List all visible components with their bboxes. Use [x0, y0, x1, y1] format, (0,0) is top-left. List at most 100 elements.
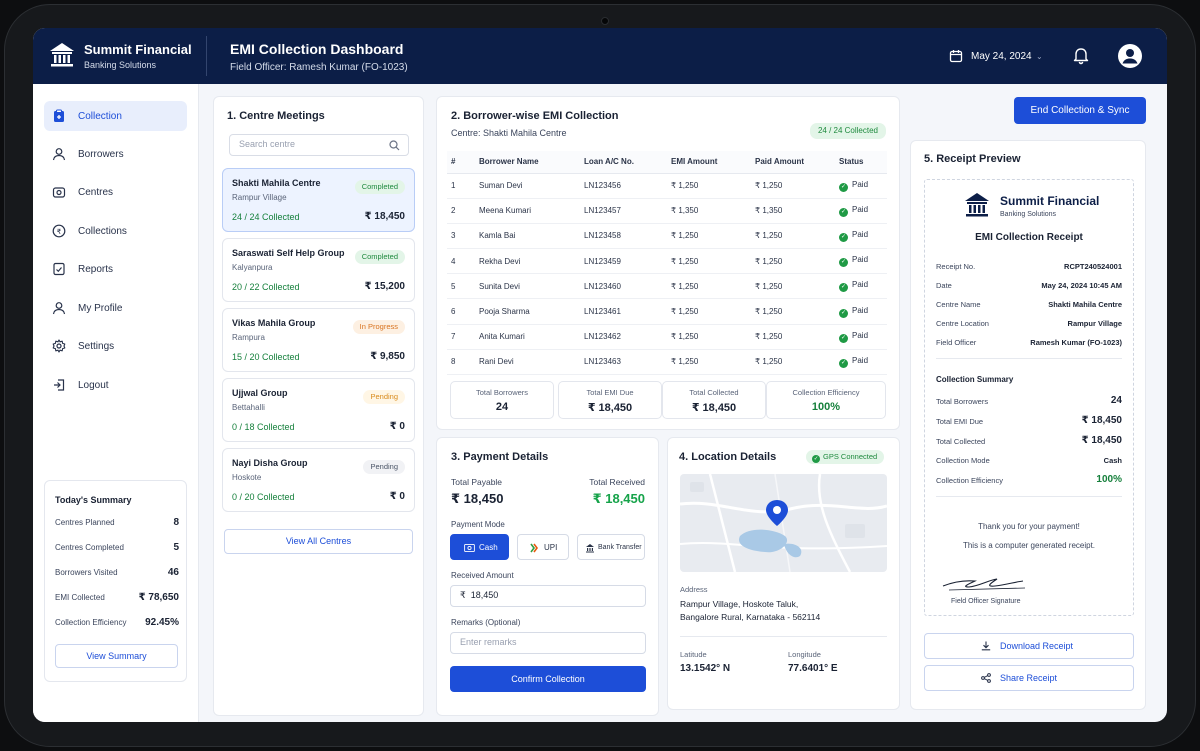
- sidebar-item-logout[interactable]: Logout: [44, 370, 187, 400]
- summary-label: Centres Completed: [55, 543, 124, 552]
- receipt-value: Rampur Village: [1067, 319, 1122, 328]
- check-circle-icon: ✓: [839, 283, 848, 293]
- loan-account: LN123462: [584, 324, 671, 350]
- receipt-value: ₹ 18,450: [1081, 435, 1122, 446]
- gps-status-text: GPS Connected: [823, 452, 878, 461]
- divider: [936, 358, 1122, 359]
- borrower-name: Rekha Devi: [479, 248, 584, 275]
- share-receipt-button[interactable]: Share Receipt: [924, 665, 1134, 691]
- share-receipt-label: Share Receipt: [1000, 673, 1058, 683]
- download-receipt-button[interactable]: Download Receipt: [924, 633, 1134, 659]
- view-all-centres-button[interactable]: View All Centres: [224, 529, 413, 554]
- date-picker[interactable]: May 24, 2024: [971, 51, 1032, 62]
- summary-row: Centres Completed 5: [55, 542, 179, 553]
- status-paid: ✓ Paid: [839, 223, 887, 250]
- receipt-value: Ramesh Kumar (FO-1023): [1030, 338, 1122, 347]
- status-text: Paid: [852, 204, 869, 214]
- receipt-row: Field Officer Ramesh Kumar (FO-1023): [936, 338, 1122, 347]
- top-header: Summit Financial Banking Solutions EMI C…: [33, 28, 1167, 84]
- receipt-label: Centre Location: [936, 319, 989, 328]
- bank-icon: [50, 43, 74, 67]
- stat-label: Total Collected: [689, 388, 739, 397]
- row-number: 6: [447, 298, 479, 325]
- loan-account: LN123457: [584, 198, 671, 224]
- search-input[interactable]: [239, 139, 384, 149]
- sidebar-item-collection[interactable]: Collection: [44, 101, 187, 131]
- bell-icon[interactable]: [1071, 45, 1091, 65]
- status-text: Paid: [852, 255, 869, 265]
- summary-value: 5: [173, 542, 179, 553]
- centre-card[interactable]: Nayi Disha Group Hoskote 0 / 20 Collecte…: [222, 448, 415, 512]
- centre-card[interactable]: Ujjwal Group Bettahalli 0 / 18 Collected…: [222, 378, 415, 442]
- received-amount-input[interactable]: [460, 590, 635, 600]
- receipt-value: May 24, 2024 10:45 AM: [1041, 281, 1122, 290]
- search-icon[interactable]: [389, 140, 400, 151]
- table-row[interactable]: 4 Rekha Devi LN123459 ₹ 1,250 ₹ 1,250 ✓ Paid: [447, 248, 887, 275]
- status-paid: ✓ Paid: [839, 324, 887, 350]
- payment-mode-label: Bank Transfer: [598, 543, 642, 551]
- table-row[interactable]: 2 Meena Kumari LN123457 ₹ 1,350 ₹ 1,350 ✓ Paid: [447, 198, 887, 224]
- paid-amount: ₹ 1,250: [755, 173, 839, 199]
- emi-amount: ₹ 1,350: [671, 198, 755, 224]
- gps-status-badge: ✓ GPS Connected: [806, 450, 885, 464]
- centre-name: Vikas Mahila Group: [232, 318, 316, 328]
- view-summary-button[interactable]: View Summary: [55, 644, 178, 668]
- receipt-summary-row: Collection Mode Cash: [936, 456, 1122, 465]
- sidebar: Collection Borrowers Centres ₹ Collectio…: [33, 84, 199, 722]
- sidebar-item-reports[interactable]: Reports: [44, 254, 187, 284]
- user-avatar-icon[interactable]: [1117, 43, 1143, 69]
- centre-card[interactable]: Vikas Mahila Group Rampura 15 / 20 Colle…: [222, 308, 415, 372]
- page-title: EMI Collection Dashboard: [230, 41, 404, 57]
- receipt-row: Centre Location Rampur Village: [936, 319, 1122, 328]
- address-label: Address: [680, 585, 708, 594]
- remarks-label: Remarks (Optional): [451, 618, 521, 627]
- summary-row: EMI Collected ₹ 78,650: [55, 592, 179, 603]
- table-row[interactable]: 5 Sunita Devi LN123460 ₹ 1,250 ₹ 1,250 ✓ Paid: [447, 273, 887, 300]
- table-row[interactable]: 3 Kamla Bai LN123458 ₹ 1,250 ₹ 1,250 ✓ Paid: [447, 223, 887, 250]
- table-row[interactable]: 7 Anita Kumari LN123462 ₹ 1,250 ₹ 1,250 ✓ Paid: [447, 324, 887, 350]
- centre-location: Rampura: [232, 333, 265, 342]
- sidebar-item-collections[interactable]: ₹ Collections: [44, 216, 187, 246]
- borrower-name: Anita Kumari: [479, 324, 584, 350]
- summary-label: EMI Collected: [55, 593, 105, 602]
- payment-mode-cash[interactable]: Cash: [450, 534, 509, 560]
- received-amount-label: Received Amount: [451, 571, 514, 580]
- location-map[interactable]: [680, 474, 887, 572]
- centre-card[interactable]: Saraswati Self Help Group Kalyanpura 20 …: [222, 238, 415, 302]
- stat-label: Total EMI Due: [586, 388, 634, 397]
- receipt-preview-title: 5. Receipt Preview: [924, 153, 1021, 165]
- signature-image: [942, 578, 1026, 591]
- computer-generated-text: This is a computer generated receipt.: [962, 541, 1096, 550]
- table-row[interactable]: 1 Suman Devi LN123456 ₹ 1,250 ₹ 1,250 ✓ Paid: [447, 173, 887, 199]
- sidebar-item-borrowers[interactable]: Borrowers: [44, 139, 187, 169]
- borrower-name: Suman Devi: [479, 173, 584, 199]
- remarks-input[interactable]: [460, 637, 635, 647]
- sidebar-item-centres[interactable]: Centres: [44, 177, 187, 207]
- row-number: 4: [447, 248, 479, 275]
- sidebar-item-settings[interactable]: Settings: [44, 331, 187, 361]
- borrower-emi-title: 2. Borrower-wise EMI Collection: [451, 110, 619, 122]
- chevron-down-icon[interactable]: ⌄: [1036, 52, 1043, 61]
- centre-card[interactable]: Shakti Mahila Centre Rampur Village 24 /…: [222, 168, 415, 232]
- sidebar-item-my-profile[interactable]: My Profile: [44, 293, 187, 323]
- receipt-row: Centre Name Shakti Mahila Centre: [936, 300, 1122, 309]
- confirm-collection-button[interactable]: Confirm Collection: [450, 666, 646, 692]
- table-row[interactable]: 8 Rani Devi LN123463 ₹ 1,250 ₹ 1,250 ✓ Paid: [447, 349, 887, 376]
- payment-mode-bank-transfer[interactable]: Bank Transfer: [577, 534, 645, 560]
- thank-you-text: Thank you for your payment!: [978, 522, 1080, 531]
- search-box: [229, 134, 409, 156]
- receipt-document: Summit Financial Banking Solutions EMI C…: [924, 179, 1134, 616]
- calendar-icon[interactable]: [949, 49, 963, 63]
- table-row[interactable]: 6 Pooja Sharma LN123461 ₹ 1,250 ₹ 1,250 ✓ Paid: [447, 298, 887, 325]
- selected-centre-label: Centre: Shakti Mahila Centre: [451, 128, 567, 138]
- status-text: Paid: [852, 179, 869, 189]
- emi-table: # Borrower Name Loan A/C No. EMI Amount …: [447, 151, 887, 376]
- sidebar-item-label: Centres: [78, 187, 114, 198]
- stat-total-emi-due: Total EMI Due ₹ 18,450: [558, 381, 662, 419]
- summary-row: Collection Efficiency 92.45%: [55, 617, 179, 628]
- end-collection-sync-button[interactable]: End Collection & Sync: [1014, 97, 1146, 124]
- col-header: Loan A/C No.: [584, 151, 671, 174]
- collected-badge: 24 / 24 Collected: [809, 123, 886, 139]
- payment-mode-upi[interactable]: UPI: [517, 534, 569, 560]
- summary-label: Centres Planned: [55, 518, 115, 527]
